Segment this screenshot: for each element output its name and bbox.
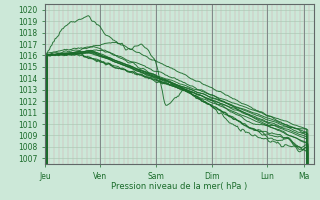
X-axis label: Pression niveau de la mer( hPa ): Pression niveau de la mer( hPa ) xyxy=(111,182,247,191)
